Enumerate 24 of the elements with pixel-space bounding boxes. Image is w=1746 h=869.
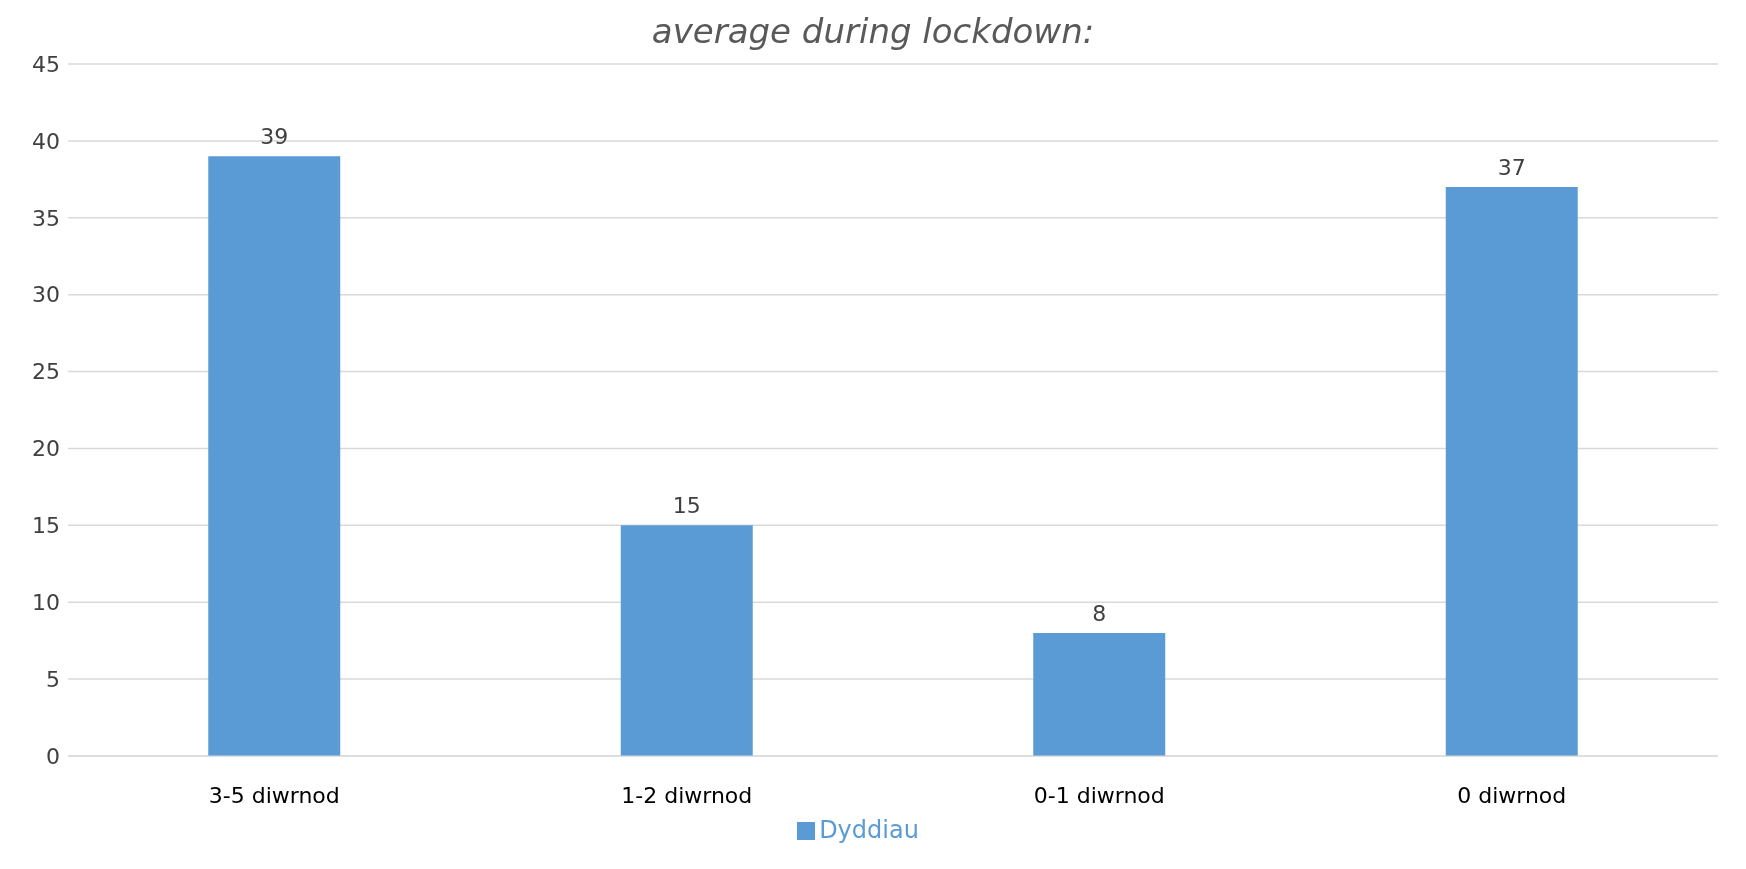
bar (208, 156, 341, 756)
data-label: 37 (1497, 155, 1526, 181)
bar (620, 525, 753, 756)
y-tick-label: 25 (32, 359, 60, 385)
data-label: 8 (1092, 600, 1107, 626)
x-tick-label: 1-2 diwrnod (621, 782, 753, 808)
y-tick-label: 5 (46, 666, 60, 692)
y-tick-label: 30 (32, 282, 60, 308)
y-tick-label: 20 (32, 436, 60, 462)
bar (1445, 187, 1578, 756)
y-tick-label: 40 (32, 128, 60, 154)
y-tick-label: 35 (32, 205, 60, 231)
chart-title: average during lockdown: (651, 11, 1095, 51)
y-tick-label: 10 (32, 590, 60, 616)
x-tick-label: 3-5 diwrnod (208, 782, 340, 808)
data-label: 15 (672, 493, 701, 519)
data-label: 39 (260, 124, 289, 150)
bar (1033, 632, 1166, 756)
x-tick-label: 0 diwrnod (1457, 782, 1567, 808)
y-tick-label: 45 (32, 51, 60, 77)
x-tick-label: 0-1 diwrnod (1033, 782, 1165, 808)
y-tick-label: 0 (46, 743, 60, 769)
legend-label: Dyddiau (819, 816, 919, 844)
y-tick-label: 15 (32, 513, 60, 539)
